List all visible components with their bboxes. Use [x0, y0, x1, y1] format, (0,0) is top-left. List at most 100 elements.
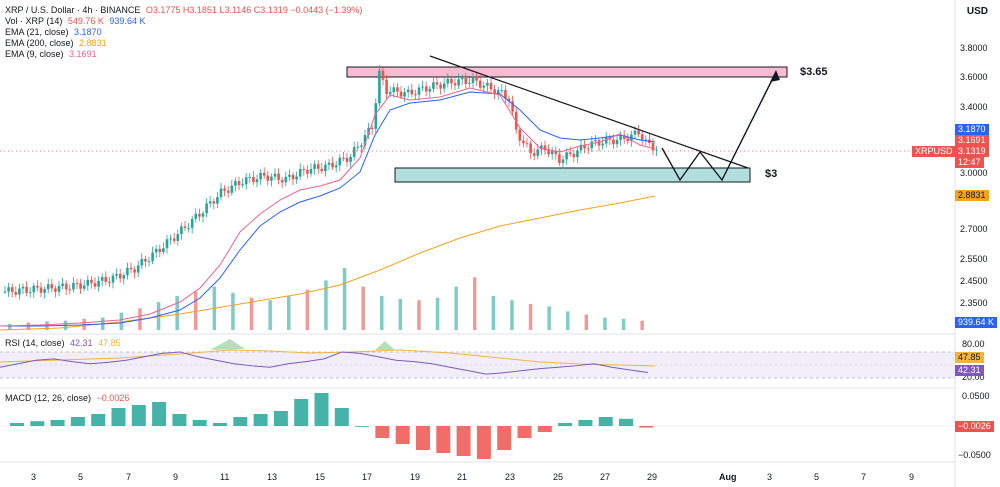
y-tick: 2.5500 [960, 254, 988, 264]
candle-body [331, 162, 334, 168]
macd-bar [273, 411, 288, 426]
x-tick: 29 [647, 472, 658, 482]
ema200-legend[interactable]: EMA (200, close) 2.8831 [5, 38, 362, 49]
candle-body [25, 286, 28, 293]
candle-body [493, 89, 496, 95]
rsi-ma-value: 47.85 [98, 338, 121, 348]
candle-body [486, 82, 489, 86]
candle-body [579, 144, 583, 151]
candlestick-series [3, 65, 658, 300]
projection-arrowhead [770, 70, 780, 82]
candle-body [356, 146, 360, 148]
volume-bar [454, 286, 458, 330]
candle-body [295, 176, 298, 180]
candle-body [446, 78, 450, 84]
macd-bar [213, 423, 227, 426]
candle-body [626, 139, 630, 142]
candle-body [270, 176, 273, 181]
vol-label: Vol · XRP (14) [5, 16, 63, 26]
candle-body [176, 234, 180, 241]
candle-body [363, 135, 367, 146]
x-tick: 11 [220, 472, 230, 482]
volume-bar [175, 295, 179, 330]
macd-bar [558, 423, 573, 426]
candle-body [572, 154, 576, 158]
volume-bar [194, 291, 198, 330]
candle-body [403, 92, 406, 97]
resistance-label: $3.65 [800, 66, 828, 78]
candle-body [147, 261, 151, 263]
candle-body [151, 252, 154, 262]
candle-body [32, 285, 36, 293]
x-tick: 15 [315, 472, 326, 482]
macd-bar [537, 426, 552, 432]
candle-body [108, 281, 111, 283]
rsi-line [0, 351, 649, 375]
macd-tag: −0.0026 [955, 421, 994, 432]
candle-body [316, 164, 320, 169]
candle-body [266, 175, 270, 181]
x-tick: 27 [600, 472, 611, 482]
candle-body [489, 82, 493, 90]
macd-bar [639, 426, 654, 428]
x-tick: 3 [31, 472, 37, 482]
candle-body [154, 248, 158, 253]
currency-label[interactable]: USD [966, 6, 988, 17]
candle-body [129, 267, 133, 270]
macd-bar [294, 399, 309, 426]
candle-body [367, 127, 370, 136]
candle-body [136, 265, 140, 273]
candle-body [385, 79, 388, 94]
macd-bar [172, 414, 187, 426]
candle-body [388, 92, 392, 94]
x-tick: Aug [719, 472, 737, 482]
candle-body [352, 147, 356, 157]
candle-body [414, 94, 417, 96]
ema21-legend[interactable]: EMA (21, close) 3.1870 [5, 27, 362, 38]
ema21-value: 3.1870 [74, 27, 102, 37]
volume-bar [528, 303, 533, 330]
candle-body [482, 85, 486, 88]
candle-body [453, 83, 457, 86]
x-tick: 17 [362, 472, 373, 482]
candle-body [237, 181, 241, 186]
y-tick: 3.8000 [960, 43, 988, 53]
candle-body [601, 143, 604, 146]
candle-body [61, 283, 64, 286]
macd-bar [314, 393, 329, 426]
candle-body [277, 173, 280, 180]
candle-body [162, 248, 165, 253]
candle-body [475, 76, 478, 81]
descending-trendline [429, 55, 749, 169]
candle-body [428, 88, 432, 92]
x-tick: 5 [814, 472, 820, 482]
candle-body [255, 179, 259, 183]
symbol-tag: XRPUSD [912, 146, 956, 157]
candle-body [169, 238, 172, 240]
volume-bar [380, 295, 384, 330]
macd-bar [416, 426, 430, 450]
volume-legend[interactable]: Vol · XRP (14) 549.76 K 939.64 K [5, 16, 362, 27]
candle-body [118, 274, 122, 279]
candle-body [68, 289, 72, 291]
candle-body [158, 248, 162, 253]
candle-body [597, 140, 601, 146]
candle-body [219, 188, 223, 198]
ema9-legend[interactable]: EMA (9, close) 3.1691 [5, 49, 362, 60]
macd-legend[interactable]: MACD (12, 26, close) −0.0026 [5, 393, 129, 403]
candle-body [511, 101, 514, 112]
x-tick: 21 [457, 472, 468, 482]
candle-body [349, 156, 352, 162]
candle-body [216, 197, 219, 204]
symbol-title[interactable]: XRP / U.S. Dollar · 4h · BINANCE [5, 5, 141, 15]
rsi-legend[interactable]: RSI (14, close) 42.31 47.85 [5, 338, 121, 348]
x-tick: 13 [267, 472, 278, 482]
candle-body [622, 134, 626, 140]
candle-body [464, 78, 468, 84]
macd-bar [476, 426, 491, 459]
volume-bar [566, 311, 570, 330]
candle-body [374, 103, 378, 129]
vol-value-2: 939.64 K [109, 16, 146, 26]
volume-bar [547, 306, 551, 330]
candle-body [100, 276, 104, 281]
